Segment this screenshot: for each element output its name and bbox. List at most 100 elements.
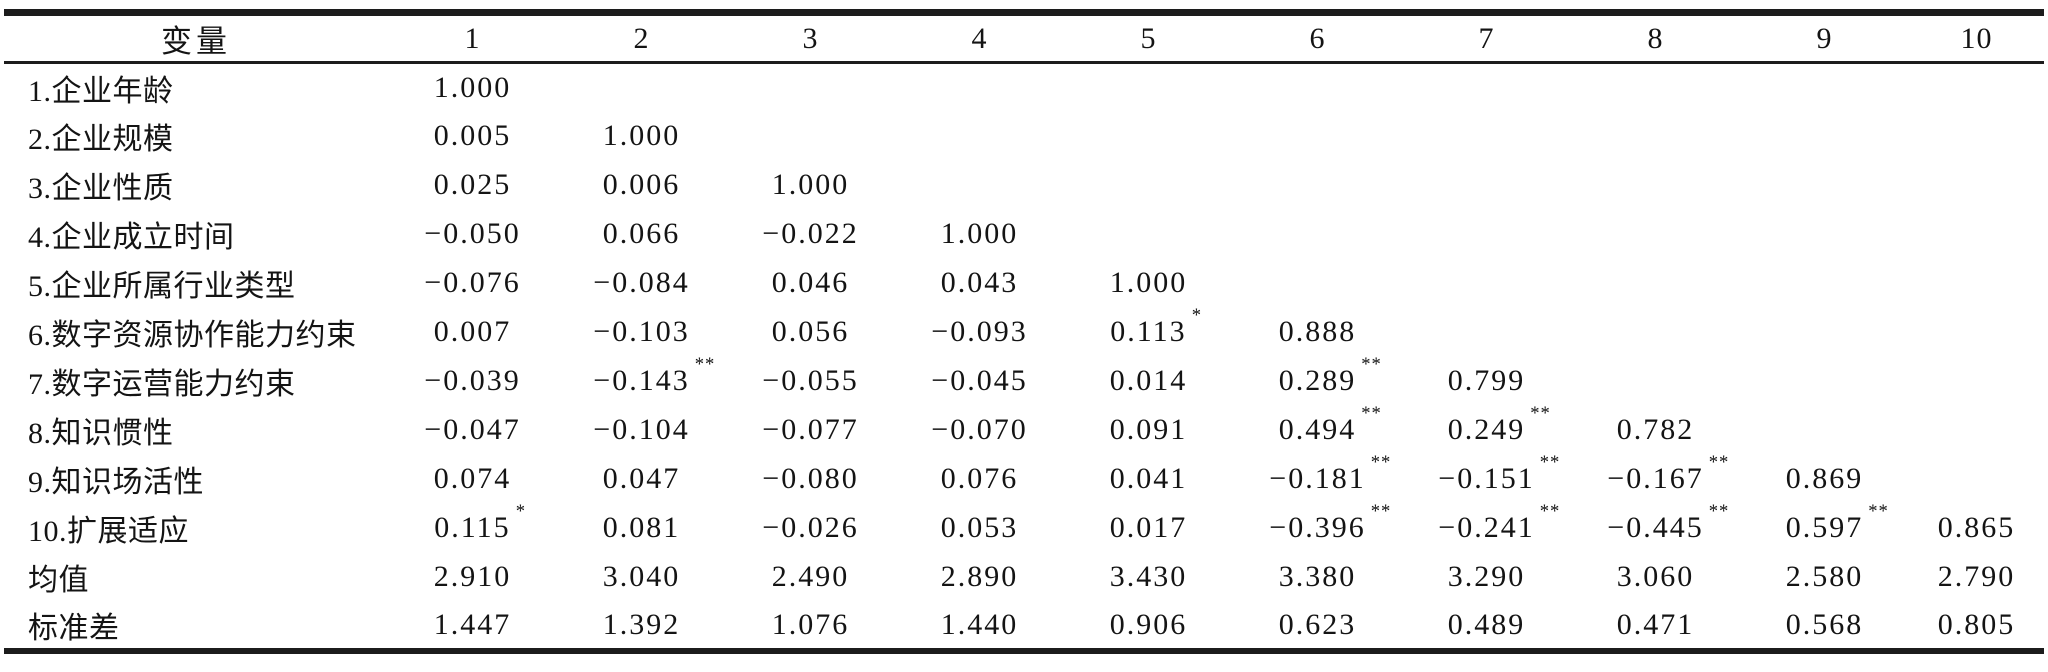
- correlation-cell: 3.040: [557, 553, 726, 602]
- cell-value: 0.076: [940, 462, 1019, 495]
- column-header: 8: [1647, 21, 1664, 55]
- correlation-cell: −0.103: [557, 308, 726, 357]
- correlation-cell: 0.805: [1909, 602, 2044, 651]
- correlation-cell: 0.113 *: [1064, 305, 1233, 357]
- correlation-cell: 3.290: [1402, 553, 1571, 602]
- correlation-cell: [1233, 63, 1402, 112]
- correlation-cell: −0.104: [557, 406, 726, 455]
- cell-value: 0.081: [602, 511, 681, 544]
- table-row: 9.知识场活性 0.074 0.047 −0.080 0.076 0.041 −0.181 *…: [4, 451, 2044, 504]
- table-row: 4.企业成立时间 −0.050 0.066 −0.022 1.000: [4, 210, 2044, 259]
- correlation-cell: [1064, 63, 1233, 112]
- row-label: 3.企业性质: [28, 172, 174, 205]
- correlation-cell: 3.060: [1571, 553, 1740, 602]
- cell-value: −0.039: [424, 364, 521, 397]
- cell-value: 1.000: [433, 70, 512, 104]
- cell-value: −0.151 **: [1438, 451, 1561, 495]
- column-header: 7: [1478, 21, 1495, 55]
- correlation-cell: [1064, 112, 1233, 161]
- correlation-cell: −0.181 **: [1233, 452, 1402, 504]
- correlation-cell: [1740, 259, 1909, 308]
- cell-value: 0.782: [1616, 413, 1695, 446]
- correlation-cell: [726, 63, 895, 112]
- row-label: 6.数字资源协作能力约束: [28, 319, 357, 352]
- correlation-cell: 0.007: [388, 308, 557, 357]
- cell-value: 0.289 **: [1278, 353, 1382, 397]
- correlation-cell: 0.017: [1064, 504, 1233, 553]
- significance-asterisk: **: [1539, 500, 1561, 522]
- correlation-cell: 0.489: [1402, 602, 1571, 651]
- cell-value: 0.805: [1937, 607, 2016, 641]
- correlation-cell: −0.167 **: [1571, 451, 1740, 504]
- correlation-cell: −0.055: [726, 357, 895, 406]
- correlation-cell: 1.447: [388, 602, 557, 651]
- column-header: 6: [1309, 21, 1326, 55]
- table-body: 1.企业年龄 1.000 2.企业规模 0.005 1.000 3.企业性质 0.025 0.…: [4, 63, 2044, 651]
- cell-value: −0.077: [762, 413, 859, 446]
- correlation-cell: [1402, 63, 1571, 112]
- correlation-cell: [1740, 308, 1909, 357]
- cell-value: 0.017: [1109, 511, 1188, 544]
- correlation-cell: −0.039: [388, 357, 557, 406]
- cell-value: 0.074: [433, 462, 512, 495]
- cell-value: −0.055: [762, 364, 859, 397]
- correlation-cell: 0.005: [388, 112, 557, 161]
- correlation-cell: 0.865: [1909, 504, 2044, 553]
- correlation-cell: −0.026: [726, 504, 895, 553]
- cell-value: 3.290: [1447, 560, 1526, 593]
- correlation-cell: 0.053: [895, 504, 1064, 553]
- correlation-cell: [1740, 112, 1909, 161]
- row-label: 均值: [28, 564, 89, 597]
- correlation-cell: 3.430: [1064, 553, 1233, 602]
- correlation-cell: 0.115 *: [388, 501, 557, 553]
- correlation-cell: [1909, 112, 2044, 161]
- correlation-cell: 1.000: [895, 210, 1064, 259]
- correlation-cell: 1.392: [557, 602, 726, 651]
- correlation-cell: 0.014: [1064, 357, 1233, 406]
- correlation-cell: 1.000: [726, 161, 895, 210]
- significance-asterisk: **: [1370, 500, 1392, 522]
- cell-value: −0.093: [931, 315, 1028, 348]
- cell-value: −0.076: [424, 266, 521, 299]
- row-label: 标准差: [28, 611, 120, 645]
- cell-value: −0.167 **: [1607, 451, 1730, 495]
- row-label: 1.企业年龄: [28, 74, 174, 108]
- correlation-cell: [1402, 308, 1571, 357]
- cell-value: 1.000: [771, 168, 850, 201]
- table-row: 8.知识惯性 −0.047 −0.104 −0.077 −0.070 0.091 0.494…: [4, 403, 2044, 455]
- cell-value: 0.906: [1109, 607, 1188, 641]
- cell-value: 0.025: [433, 168, 512, 201]
- correlation-cell: −0.143 **: [557, 353, 726, 406]
- header-row: 变量 1 2 3 4 5 6 7 8 9 10: [4, 13, 2044, 63]
- row-label: 8.知识惯性: [28, 417, 174, 450]
- cell-value: 0.006: [602, 168, 681, 201]
- cell-value: 1.000: [1109, 266, 1188, 299]
- correlation-cell: −0.093: [895, 308, 1064, 357]
- correlation-cell: 0.289 **: [1233, 353, 1402, 406]
- cell-value: 1.000: [940, 217, 1019, 250]
- cell-value: 0.005: [433, 119, 512, 152]
- column-header: 9: [1816, 21, 1833, 55]
- cell-value: 1.440: [940, 607, 1019, 641]
- cell-value: −0.050: [424, 217, 521, 250]
- correlation-cell: [1571, 112, 1740, 161]
- correlation-cell: [1064, 161, 1233, 210]
- correlation-cell: −0.077: [726, 406, 895, 455]
- row-label: 5.企业所属行业类型: [28, 270, 296, 303]
- correlation-cell: 1.076: [726, 602, 895, 651]
- correlation-cell: −0.445 **: [1571, 501, 1740, 553]
- row-label: 7.数字运营能力约束: [28, 368, 296, 401]
- table-row: 均值 2.910 3.040 2.490 2.890 3.430 3.380 3.290 3.0…: [4, 553, 2044, 602]
- row-label: 10.扩展适应: [28, 515, 189, 548]
- table-row: 5.企业所属行业类型 −0.076 −0.084 0.046 0.043 1.000: [4, 259, 2044, 308]
- cell-value: −0.143 **: [593, 353, 716, 397]
- cell-value: 2.910: [433, 560, 512, 593]
- correlation-cell: 2.490: [726, 553, 895, 602]
- cell-value: −0.104: [593, 413, 690, 446]
- cell-value: 2.580: [1785, 560, 1864, 593]
- cell-value: −0.045: [931, 364, 1028, 397]
- correlation-cell: −0.084: [557, 259, 726, 308]
- cell-value: 1.447: [433, 607, 512, 641]
- correlation-cell: [1571, 357, 1740, 406]
